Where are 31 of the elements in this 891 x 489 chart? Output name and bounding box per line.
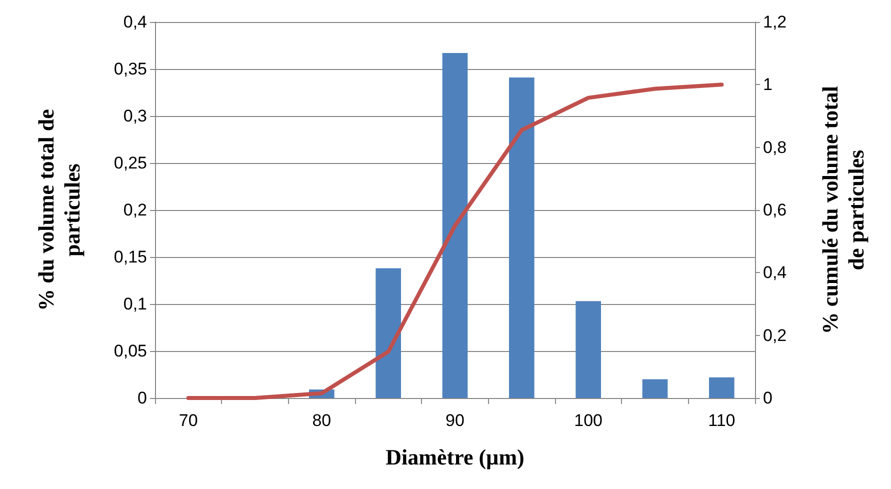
y-tick-label: 0,2 xyxy=(123,200,147,220)
bar xyxy=(576,301,601,398)
y-tick-label: 0,25 xyxy=(114,154,147,172)
bar xyxy=(509,77,534,398)
x-tick-label: 70 xyxy=(178,411,198,430)
y-tick-label: 0,4 xyxy=(123,12,147,32)
y2-tick-label: 0,2 xyxy=(763,326,787,345)
x-tick-label: 80 xyxy=(312,411,332,430)
y2-tick-label: 0 xyxy=(763,388,772,408)
y-tick-label: 0 xyxy=(138,388,147,408)
line-series xyxy=(186,82,724,400)
y-tick-label: 0,05 xyxy=(114,342,147,360)
x-tick-label: 110 xyxy=(708,411,736,430)
x-tick-label: 100 xyxy=(574,411,603,430)
x-tick-label: 90 xyxy=(446,411,464,430)
bar xyxy=(376,268,401,398)
y2-tick-label: 0,6 xyxy=(763,200,787,220)
y-tick-label: 0,35 xyxy=(114,60,147,78)
y2-tick-label: 1 xyxy=(763,75,772,94)
bar xyxy=(709,377,734,398)
y-axis-title: % du volume total de particules xyxy=(34,108,84,311)
y2-tick-label: 1,2 xyxy=(763,12,787,32)
y2-tick-label: 0,8 xyxy=(763,138,787,157)
x-axis-title: Diamètre (µm) xyxy=(386,444,524,470)
y2-axis-title: % cumulé du volume total de particules xyxy=(818,86,868,334)
bar xyxy=(642,379,668,398)
bar xyxy=(442,53,468,398)
y-tick-label: 0,1 xyxy=(123,294,147,314)
y-tick-label: 0,3 xyxy=(123,106,147,126)
y2-tick-label: 0,4 xyxy=(763,263,787,282)
y-tick-label: 0,15 xyxy=(114,248,147,266)
